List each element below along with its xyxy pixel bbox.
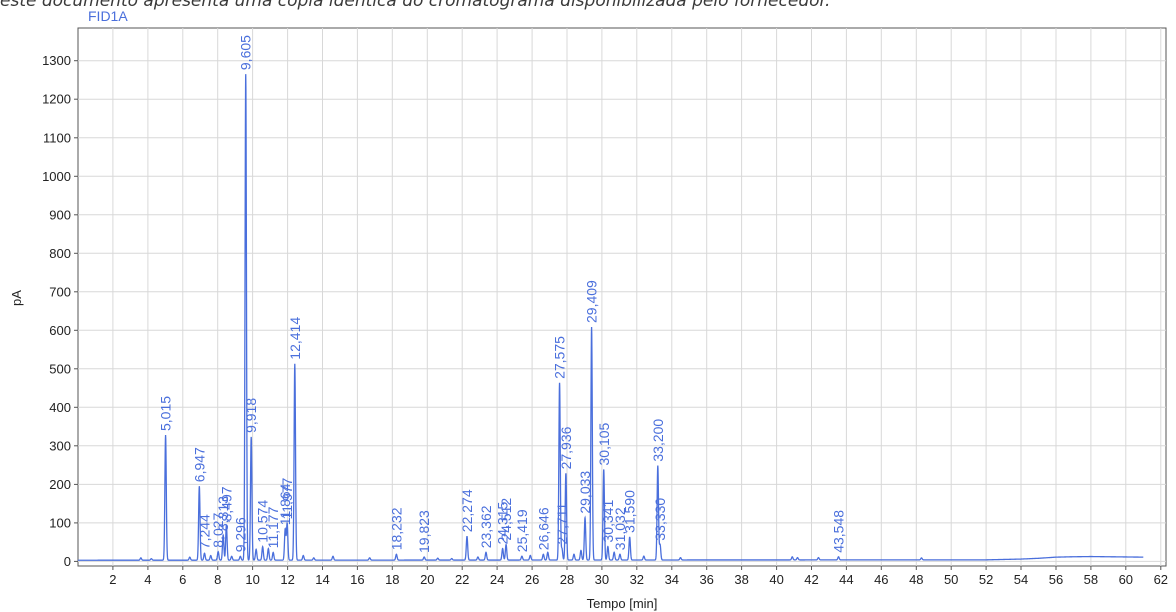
x-tick-label-23: 48: [909, 572, 923, 587]
x-tick-label-11: 24: [490, 572, 504, 587]
peak-label-3: 8,313: [215, 496, 231, 531]
y-tick-label-10: 1000: [42, 169, 71, 184]
x-tick-label-1: 4: [144, 572, 151, 587]
peak-label-17: 23,362: [478, 505, 494, 548]
x-tick-label-20: 42: [804, 572, 818, 587]
y-tick-label-3: 300: [49, 438, 71, 453]
x-tick-label-18: 38: [734, 572, 748, 587]
x-tick-label-6: 14: [315, 572, 329, 587]
y-tick-label-1: 100: [49, 515, 71, 530]
x-tick-label-14: 30: [595, 572, 609, 587]
x-tick-label-22: 46: [874, 572, 888, 587]
peak-label-18: 24,315: [495, 501, 511, 544]
plot-frame: [77, 27, 1167, 567]
peak-label-23: 27,711: [554, 503, 570, 545]
peak-label-14: 18,232: [388, 507, 404, 550]
peak-label-16: 22,274: [459, 489, 475, 532]
peak-label-33: 43,548: [831, 510, 847, 553]
y-tick-label-6: 600: [49, 323, 71, 338]
peak-label-7: 9,918: [243, 398, 259, 433]
x-tick-label-12: 26: [525, 572, 539, 587]
signal-label: FID1A: [88, 8, 128, 24]
peak-label-29: 31,032: [612, 507, 628, 550]
x-tick-label-29: 60: [1119, 572, 1133, 587]
peak-label-2: 7,244: [197, 514, 213, 549]
x-tick-label-7: 16: [350, 572, 364, 587]
peak-label-31: 33,200: [650, 419, 666, 462]
x-tick-label-10: 22: [455, 572, 469, 587]
peak-label-25: 29,033: [577, 471, 593, 514]
x-tick-label-2: 6: [179, 572, 186, 587]
x-tick-label-27: 56: [1049, 572, 1063, 587]
x-tick-label-0: 2: [109, 572, 116, 587]
axis-ticks: 2 4 6 8 10 12 14 16 18 20 22 24 26 28 30 32 34 36 38 40 42 44…: [42, 53, 1168, 587]
fid-trace-line: [78, 74, 1144, 561]
peak-label-6: 9,605: [238, 35, 254, 70]
y-tick-label-5: 500: [49, 361, 71, 376]
y-tick-label-2: 200: [49, 477, 71, 492]
x-tick-label-26: 54: [1014, 572, 1028, 587]
y-tick-label-0: 0: [64, 554, 71, 569]
x-tick-label-15: 32: [630, 572, 644, 587]
peak-label-22: 27,575: [552, 336, 568, 379]
x-tick-label-5: 12: [280, 572, 294, 587]
y-tick-label-13: 1300: [42, 53, 71, 68]
peak-label-19: 24,512: [498, 498, 514, 541]
peak-label-12: 11,977: [279, 478, 295, 520]
x-tick-label-30: 62: [1154, 572, 1168, 587]
peak-label-13: 12,414: [287, 317, 303, 360]
peak-label-15: 19,823: [416, 510, 432, 553]
grid-lines: [78, 28, 1166, 566]
peak-label-28: 30,341: [600, 499, 616, 542]
y-tick-label-8: 800: [49, 246, 71, 261]
y-tick-label-4: 400: [49, 400, 71, 415]
peak-label-10: 11,177: [265, 506, 281, 548]
x-tick-label-19: 40: [769, 572, 783, 587]
y-tick-label-12: 1200: [42, 92, 71, 107]
peak-label-11: 11,864: [277, 483, 293, 525]
x-axis-title: Tempo [min]: [587, 596, 658, 611]
x-tick-label-8: 18: [385, 572, 399, 587]
peak-label-4: 8,027: [210, 512, 226, 547]
document-caption: este documento apresenta uma cópia idênt…: [0, 0, 831, 11]
peak-label-8: 9,296: [232, 517, 248, 552]
y-axis-title: pA: [9, 290, 24, 306]
x-tick-label-17: 36: [699, 572, 713, 587]
peak-label-26: 29,409: [584, 280, 600, 323]
peak-label-0: 5,015: [158, 396, 174, 431]
peak-label-24: 27,936: [558, 426, 574, 469]
peak-label-20: 25,419: [514, 509, 530, 552]
y-tick-label-11: 1100: [43, 130, 71, 145]
peak-label-32: 33,330: [652, 498, 668, 541]
x-tick-label-9: 20: [420, 572, 434, 587]
peak-label-27: 30,105: [596, 422, 612, 465]
peak-label-5: 8,497: [218, 486, 234, 521]
peak-label-30: 31,590: [622, 490, 638, 533]
peak-label-9: 10,574: [255, 500, 271, 543]
x-tick-label-16: 34: [665, 572, 679, 587]
y-tick-label-9: 900: [49, 207, 71, 222]
x-tick-label-25: 52: [979, 572, 993, 587]
peak-label-1: 6,947: [191, 447, 207, 482]
x-tick-label-13: 28: [560, 572, 574, 587]
x-tick-label-3: 8: [214, 572, 221, 587]
x-tick-label-24: 50: [944, 572, 958, 587]
y-tick-label-7: 700: [49, 284, 71, 299]
x-tick-label-28: 58: [1084, 572, 1098, 587]
x-tick-label-4: 10: [245, 572, 259, 587]
peak-label-21: 26,646: [535, 507, 551, 550]
x-tick-label-21: 44: [839, 572, 853, 587]
